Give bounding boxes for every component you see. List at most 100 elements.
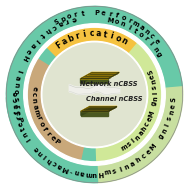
- Polygon shape: [81, 79, 108, 83]
- Text: m: m: [120, 143, 129, 152]
- Text: l: l: [16, 68, 22, 73]
- Text: e: e: [71, 15, 77, 22]
- Text: t: t: [81, 10, 85, 17]
- Text: e: e: [33, 145, 40, 152]
- Text: F: F: [54, 40, 64, 50]
- Text: i: i: [164, 123, 171, 127]
- Text: e: e: [14, 110, 21, 116]
- Text: i: i: [148, 41, 154, 47]
- Wedge shape: [72, 6, 182, 94]
- Wedge shape: [46, 26, 139, 94]
- Text: m: m: [104, 169, 112, 176]
- Text: t: t: [102, 30, 108, 40]
- Text: S: S: [53, 18, 60, 26]
- Text: f: f: [14, 110, 20, 114]
- Text: t: t: [39, 32, 46, 38]
- Text: M: M: [61, 164, 70, 172]
- Text: P: P: [94, 10, 99, 16]
- Text: n: n: [168, 110, 175, 115]
- Text: n: n: [13, 82, 19, 88]
- Text: n: n: [152, 96, 158, 101]
- Text: a: a: [32, 104, 38, 109]
- Text: f: f: [41, 126, 48, 132]
- Text: g: g: [158, 133, 165, 140]
- Text: o: o: [37, 120, 45, 127]
- Text: n: n: [134, 134, 141, 141]
- Text: s: s: [166, 116, 173, 122]
- Text: a: a: [137, 130, 145, 137]
- Text: h: h: [141, 125, 148, 133]
- Text: P: P: [16, 117, 23, 123]
- Text: c: c: [12, 98, 19, 102]
- Text: e: e: [153, 38, 160, 45]
- Wedge shape: [6, 9, 94, 125]
- Text: a: a: [138, 24, 145, 31]
- Text: s: s: [152, 85, 158, 89]
- Text: a: a: [60, 36, 70, 46]
- Text: n: n: [37, 149, 44, 156]
- Text: Channel nCBSS: Channel nCBSS: [85, 96, 142, 102]
- Text: c: c: [52, 160, 58, 167]
- Wedge shape: [94, 42, 163, 163]
- Text: o: o: [137, 31, 144, 38]
- Text: I: I: [26, 136, 32, 142]
- Wedge shape: [41, 41, 148, 148]
- Polygon shape: [81, 111, 108, 115]
- Text: a: a: [57, 162, 63, 170]
- Text: r: r: [108, 11, 112, 17]
- Text: e: e: [24, 47, 32, 55]
- Text: e: e: [49, 135, 56, 142]
- Polygon shape: [81, 72, 92, 83]
- Polygon shape: [69, 84, 120, 95]
- Text: e: e: [31, 85, 37, 91]
- Text: c: c: [89, 29, 94, 38]
- Polygon shape: [81, 72, 119, 79]
- Text: c: c: [140, 153, 147, 160]
- Text: n: n: [120, 21, 126, 28]
- Text: n: n: [161, 128, 168, 135]
- Text: r: r: [15, 115, 22, 120]
- Text: r: r: [127, 17, 132, 24]
- Text: S: S: [170, 97, 177, 102]
- Text: t: t: [20, 126, 26, 131]
- Text: e: e: [145, 149, 152, 156]
- Text: o: o: [12, 89, 19, 94]
- Text: i: i: [152, 91, 158, 94]
- Text: a: a: [29, 42, 36, 49]
- Wedge shape: [43, 43, 146, 146]
- Text: h: h: [135, 157, 142, 164]
- Wedge shape: [6, 94, 98, 183]
- Text: a: a: [95, 29, 101, 39]
- Text: H: H: [21, 53, 29, 61]
- Text: e: e: [12, 92, 18, 96]
- Text: n: n: [150, 79, 157, 84]
- Text: n: n: [123, 163, 130, 170]
- Text: r: r: [75, 31, 81, 41]
- Text: r: r: [13, 104, 19, 108]
- Text: n: n: [151, 46, 159, 53]
- Text: P: P: [53, 138, 61, 146]
- Text: i: i: [119, 166, 123, 173]
- Text: M: M: [106, 17, 114, 24]
- Text: c: c: [149, 33, 156, 40]
- Text: o: o: [114, 33, 122, 44]
- Text: i: i: [82, 30, 87, 39]
- Text: c: c: [51, 23, 57, 30]
- Text: a: a: [13, 103, 19, 109]
- Text: c: c: [144, 121, 151, 128]
- Text: m: m: [131, 19, 140, 28]
- Text: p: p: [60, 15, 66, 22]
- Text: M: M: [149, 143, 158, 152]
- Text: s: s: [112, 168, 117, 175]
- Text: h: h: [44, 26, 52, 34]
- Text: m: m: [33, 108, 40, 117]
- Text: i: i: [131, 138, 136, 144]
- Text: s: s: [12, 97, 19, 101]
- Text: i: i: [109, 32, 114, 41]
- Text: n: n: [120, 36, 129, 47]
- Text: m: m: [85, 170, 92, 177]
- Text: b: b: [67, 33, 76, 44]
- Text: o: o: [113, 19, 119, 26]
- Text: r: r: [45, 131, 52, 137]
- Text: a: a: [57, 19, 64, 27]
